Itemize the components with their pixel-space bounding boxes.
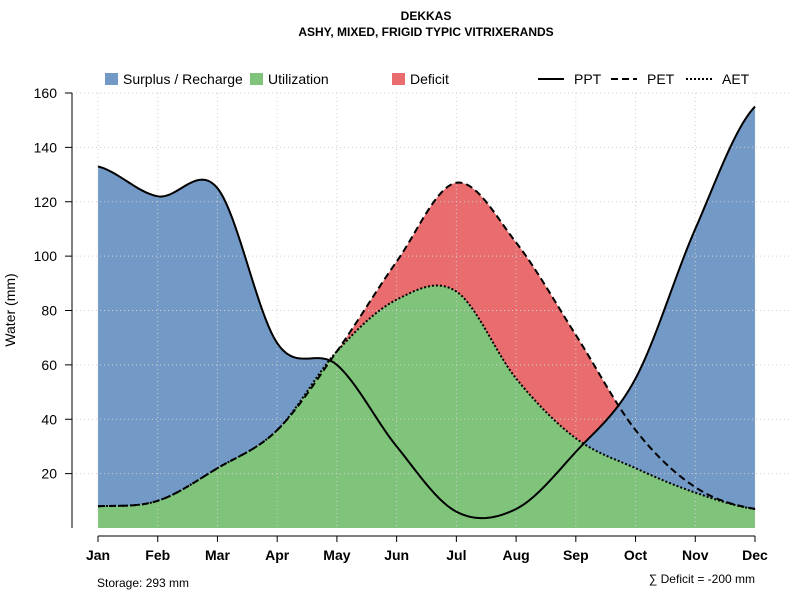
surplus-recharge-area [98, 106, 755, 528]
legend-label: PPT [574, 71, 602, 87]
utilization-area [98, 285, 755, 528]
x-tick-label: Jun [384, 547, 409, 563]
legend-swatch [392, 73, 405, 85]
y-tick-label: 140 [34, 139, 58, 155]
x-tick-label: Sep [563, 547, 589, 563]
y-tick-label: 20 [41, 466, 57, 482]
chart-title: DEKKAS [401, 9, 452, 23]
x-tick-label: Oct [624, 547, 648, 563]
legend-swatch [105, 73, 118, 85]
x-tick-label: Dec [742, 547, 768, 563]
x-tick-label: Apr [265, 547, 290, 563]
series-line-aet [97, 284, 756, 510]
y-axis-label: Water (mm) [2, 273, 18, 346]
deficit-annotation: ∑ Deficit = -200 mm [649, 572, 755, 586]
y-tick-label: 160 [34, 85, 58, 101]
legend: Surplus / Recharge Utilization Deficit PPT P… [105, 71, 750, 87]
grid-layer [72, 92, 790, 528]
x-tick-label: Nov [682, 547, 709, 563]
x-tick-label: Jul [446, 547, 466, 563]
x-tick-label: Mar [205, 547, 230, 563]
x-tick-label: Aug [502, 547, 529, 563]
legend-swatch [250, 73, 263, 85]
y-tick-label: 100 [34, 248, 58, 264]
series-line-ppt [97, 105, 756, 520]
legend-label: PET [647, 71, 675, 87]
y-tick-label: 80 [41, 303, 57, 319]
storage-annotation: Storage: 293 mm [97, 576, 189, 590]
legend-label: AET [722, 71, 750, 87]
legend-label: Deficit [410, 71, 449, 87]
x-tick-label: Jan [86, 547, 110, 563]
y-tick-label: 120 [34, 194, 58, 210]
legend-label: Utilization [268, 71, 329, 87]
y-tick-label: 40 [41, 411, 57, 427]
x-tick-label: Feb [145, 547, 170, 563]
x-tick-label: May [323, 547, 350, 563]
y-tick-label: 60 [41, 357, 57, 373]
chart-subtitle: ASHY, MIXED, FRIGID TYPIC VITRIXERANDS [298, 25, 553, 39]
area-layer [98, 106, 755, 528]
legend-label: Surplus / Recharge [123, 71, 243, 87]
